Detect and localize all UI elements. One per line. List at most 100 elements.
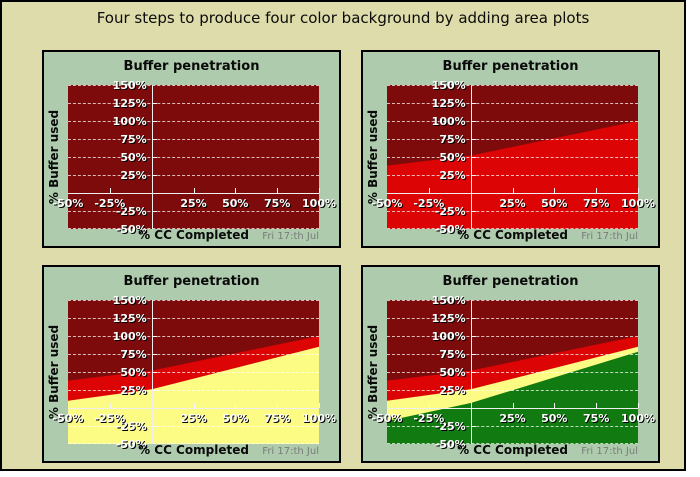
gridline-y-125: [387, 103, 638, 104]
x-tick-label: 25%: [180, 197, 207, 210]
x-tick-label: 50%: [541, 197, 568, 210]
y-tick-mark: [152, 318, 157, 319]
x-axis-title: % CC Completed: [457, 443, 568, 457]
y-axis-title-text: % Buffer used: [47, 109, 61, 205]
y-tick-label: 75%: [439, 347, 466, 361]
x-tick-mark: [277, 403, 278, 408]
y-tick-label: 100%: [431, 329, 466, 343]
x-tick-mark: [596, 188, 597, 193]
gridline-y-150: [68, 85, 319, 86]
gridline-y-125: [387, 318, 638, 319]
gridline-y-75: [68, 139, 319, 140]
gridline-y--50: [68, 443, 319, 444]
y-tick-mark: [152, 139, 157, 140]
gridline-y--25: [68, 211, 319, 212]
y-tick-mark: [471, 318, 476, 319]
y-tick-label: 100%: [112, 114, 147, 128]
date-label: Fri 17:th Jul: [581, 231, 638, 242]
y-tick-mark: [152, 157, 157, 158]
y-tick-mark: [471, 121, 476, 122]
x-tick-label: -25%: [94, 197, 126, 210]
y-tick-mark: [471, 175, 476, 176]
x-tick-label: -25%: [413, 412, 445, 425]
y-tick-label: -50%: [434, 437, 466, 451]
x-tick-mark: [554, 188, 555, 193]
x-tick-mark: [429, 403, 430, 408]
x-tick-label: 25%: [180, 412, 207, 425]
x-tick-label: 100%: [302, 197, 336, 210]
chart-panel-step-1: Buffer penetration% Buffer used 150% 125% 1…: [42, 50, 341, 248]
gridline-y-150: [387, 300, 638, 301]
x-axis-line: [387, 408, 638, 409]
gridline-y-150: [68, 300, 319, 301]
gridline-y-25: [68, 390, 319, 391]
y-tick-label: 75%: [120, 132, 147, 146]
gridline-y-75: [387, 354, 638, 355]
y-tick-label: -25%: [115, 419, 147, 433]
y-tick-label: 125%: [431, 96, 466, 110]
x-tick-mark: [110, 188, 111, 193]
x-tick-mark: [638, 188, 639, 193]
x-axis-line: [387, 193, 638, 194]
x-tick-label: 75%: [583, 412, 610, 425]
gridline-y-100: [387, 336, 638, 337]
x-tick-mark: [235, 188, 236, 193]
y-tick-mark: [152, 336, 157, 337]
y-tick-label: 25%: [120, 383, 147, 397]
y-tick-label: 125%: [112, 311, 147, 325]
page-title: Four steps to produce four color backgro…: [96, 9, 590, 27]
y-tick-label: 150%: [112, 293, 147, 307]
gridline-y--25: [68, 426, 319, 427]
gridline-y--50: [68, 228, 319, 229]
y-tick-label: 50%: [439, 365, 466, 379]
gridline-y-50: [387, 157, 638, 158]
y-tick-mark: [152, 354, 157, 355]
chart-title: Buffer penetration: [123, 59, 260, 74]
y-tick-label: 75%: [120, 347, 147, 361]
x-tick-label: 25%: [499, 412, 526, 425]
y-tick-mark: [152, 372, 157, 373]
x-tick-label: 50%: [222, 197, 249, 210]
x-tick-label: -25%: [413, 197, 445, 210]
y-tick-label: 150%: [431, 78, 466, 92]
y-tick-label: 125%: [431, 311, 466, 325]
y-tick-mark: [471, 426, 476, 427]
gridline-y-75: [387, 139, 638, 140]
gridline-y-25: [387, 390, 638, 391]
y-tick-mark: [152, 175, 157, 176]
x-axis-title: % CC Completed: [138, 443, 249, 457]
y-tick-label: 25%: [439, 168, 466, 182]
y-tick-label: 75%: [439, 132, 466, 146]
gridline-y-25: [387, 175, 638, 176]
x-tick-mark: [513, 403, 514, 408]
x-tick-label: 75%: [264, 197, 291, 210]
x-tick-label: 100%: [302, 412, 336, 425]
y-tick-label: 50%: [439, 150, 466, 164]
y-tick-mark: [471, 372, 476, 373]
y-tick-label: 25%: [120, 168, 147, 182]
y-tick-mark: [152, 426, 157, 427]
x-tick-label: -50%: [371, 412, 403, 425]
chart-panel-step-4: Buffer penetration% Buffer used 150% 125% 1…: [361, 265, 660, 463]
chart-title: Buffer penetration: [442, 59, 579, 74]
x-axis-title: % CC Completed: [138, 228, 249, 242]
chart-panel-step-2: Buffer penetration% Buffer used 150% 125% 1…: [361, 50, 660, 248]
y-tick-mark: [471, 139, 476, 140]
y-tick-mark: [152, 390, 157, 391]
chart-title: Buffer penetration: [442, 274, 579, 289]
x-tick-mark: [110, 403, 111, 408]
yellow-zone-area: [68, 346, 319, 444]
x-tick-mark: [319, 188, 320, 193]
y-tick-label: 100%: [431, 114, 466, 128]
x-tick-mark: [319, 403, 320, 408]
y-tick-label: -25%: [434, 419, 466, 433]
y-tick-label: 150%: [112, 78, 147, 92]
gridline-y-50: [68, 157, 319, 158]
y-axis-title-text: % Buffer used: [366, 324, 380, 420]
y-tick-mark: [471, 157, 476, 158]
x-tick-label: 100%: [621, 197, 655, 210]
gridline-y-75: [68, 354, 319, 355]
x-tick-mark: [638, 403, 639, 408]
gridline-y--50: [387, 228, 638, 229]
plot-area: 150% 125% 100% 75% 50% 25% -25% -50% -50% -25% 25%…: [53, 79, 336, 236]
